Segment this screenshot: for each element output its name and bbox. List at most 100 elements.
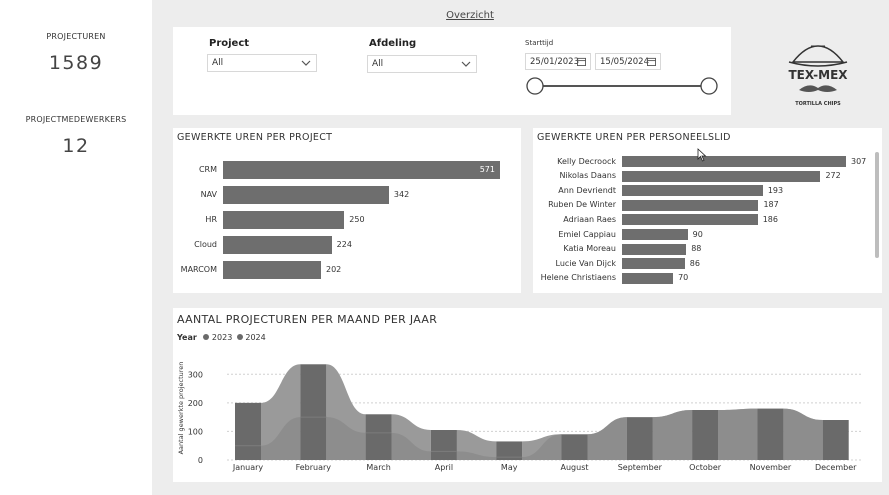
bar-value-label: 571: [479, 165, 495, 174]
bar-value-label: 224: [336, 240, 352, 249]
start-date-input[interactable]: 25/01/2023: [525, 53, 591, 70]
chevron-down-icon: [461, 61, 471, 67]
bar-value-label: 250: [349, 215, 365, 224]
filter-panel: Project All Afdeling All Starttijd 25/01…: [173, 27, 731, 115]
chevron-down-icon: [301, 60, 311, 66]
legend: Year 2023 2024: [177, 333, 266, 342]
slider-end-handle[interactable]: [700, 77, 718, 95]
x-tick-label: October: [689, 463, 722, 472]
logo-text-top: TEX-MEX: [788, 68, 848, 82]
personnel-chart-panel: GEWERKTE UREN PER PERSONEELSLID Kelly De…: [533, 128, 882, 293]
month-bar[interactable]: [300, 364, 327, 460]
x-tick-label: September: [618, 463, 663, 472]
legend-dot-2023: [203, 334, 210, 340]
bar-label: Cloud: [194, 240, 217, 249]
x-tick-label: March: [366, 463, 390, 472]
project-chart-panel: GEWERKTE UREN PER PROJECT CRM 571 NAV 342 HR…: [173, 128, 521, 293]
kpi-projecturen-value: 1589: [48, 52, 104, 74]
month-bar[interactable]: [692, 410, 719, 460]
y-tick-label: 100: [188, 427, 203, 436]
bar-value-label: 342: [393, 190, 410, 199]
bar-value-label: 272: [825, 171, 841, 181]
date-range-slider[interactable]: [525, 75, 721, 97]
y-axis-label: Aantal gewerkte projecturen: [177, 362, 185, 455]
legend-label-2024[interactable]: 2024: [245, 333, 266, 342]
bar-label: Ruben De Winter: [548, 200, 616, 210]
kpi-projecturen-label: PROJECTUREN: [46, 32, 106, 41]
bar-value-label: 193: [767, 185, 784, 195]
mouse-cursor-icon: [697, 148, 707, 162]
monthly-chart-panel: AANTAL PROJECTUREN PER MAAND PER JAAR Ye…: [173, 308, 882, 482]
x-tick-label: February: [296, 463, 332, 472]
month-bar[interactable]: [757, 408, 784, 460]
bar-label: MARCOM: [180, 265, 217, 274]
personnel-chart-title: GEWERKTE UREN PER PERSONEELSLID: [537, 132, 731, 143]
end-date-input[interactable]: 15/05/2024: [595, 53, 661, 70]
personnel-scrollbar[interactable]: [875, 152, 879, 258]
bar[interactable]: [622, 243, 687, 255]
bar[interactable]: [622, 199, 759, 211]
bar-value-label: 186: [762, 214, 778, 224]
bar[interactable]: [622, 214, 758, 226]
project-select-value: All: [212, 58, 224, 68]
end-date-value: 15/05/2024: [600, 57, 649, 67]
bar[interactable]: [622, 185, 763, 197]
month-bar[interactable]: [626, 417, 653, 460]
monthly-chart-title: AANTAL PROJECTUREN PER MAAND PER JAAR: [177, 313, 438, 326]
afdeling-select[interactable]: All: [367, 55, 477, 73]
overview-link[interactable]: Overzicht: [446, 10, 494, 21]
x-tick-label: April: [435, 463, 453, 472]
bar[interactable]: [223, 211, 345, 229]
bar[interactable]: [223, 161, 500, 179]
bar[interactable]: [622, 258, 685, 270]
x-tick-label: May: [501, 463, 518, 472]
bar-value-label: 187: [763, 200, 779, 210]
bar-value-label: 86: [689, 258, 700, 268]
bar-value-label: 202: [325, 265, 342, 274]
month-bar[interactable]: [235, 402, 261, 460]
month-bar[interactable]: [365, 414, 392, 460]
month-bar[interactable]: [561, 434, 588, 460]
bar-label: Emiel Cappiau: [558, 229, 616, 239]
kpi-medewerkers-label: PROJECTMEDEWERKERS: [25, 115, 127, 124]
bar[interactable]: [622, 170, 821, 182]
mustache-icon: [799, 85, 837, 92]
ribbon-2023: [261, 408, 823, 460]
bar[interactable]: [223, 236, 332, 254]
month-bar[interactable]: [430, 430, 457, 460]
bar[interactable]: [622, 156, 846, 167]
bar-label: CRM: [198, 165, 217, 174]
bar[interactable]: [223, 186, 389, 204]
x-tick-label: November: [750, 463, 792, 472]
logo-text-bottom: TORTILLA CHIPS: [795, 101, 841, 107]
y-tick-label: 300: [188, 370, 203, 379]
bar[interactable]: [223, 261, 321, 279]
bar-label: Kelly Decroock: [557, 156, 616, 166]
bar-value-label: 90: [692, 229, 703, 239]
slider-start-handle[interactable]: [526, 77, 544, 95]
kpi-sidebar: PROJECTUREN 1589 PROJECTMEDEWERKERS 12: [0, 0, 152, 495]
project-chart-title: GEWERKTE UREN PER PROJECT: [177, 132, 333, 143]
y-tick-label: 0: [198, 456, 203, 465]
afdeling-select-value: All: [372, 59, 384, 69]
bar-label: Adriaan Raes: [563, 214, 616, 224]
bar[interactable]: [622, 272, 674, 284]
start-date-value: 25/01/2023: [530, 57, 579, 67]
month-bar[interactable]: [496, 441, 523, 460]
afdeling-filter-label: Afdeling: [369, 38, 417, 49]
bar-label: Katia Moreau: [563, 244, 616, 254]
calendar-icon: [577, 57, 586, 66]
bar-value-label: 70: [678, 273, 689, 283]
x-tick-label: January: [232, 463, 264, 472]
bar-label: HR: [205, 215, 217, 224]
legend-title: Year: [177, 333, 197, 342]
project-select[interactable]: All: [207, 54, 317, 72]
project-filter-label: Project: [209, 38, 250, 49]
bar[interactable]: [622, 229, 688, 240]
starttijd-label: Starttijd: [525, 39, 554, 47]
legend-dot-2024: [236, 334, 243, 340]
legend-label-2023[interactable]: 2023: [211, 333, 233, 342]
month-bar[interactable]: [822, 420, 849, 460]
bar-value-label: 88: [691, 244, 702, 254]
